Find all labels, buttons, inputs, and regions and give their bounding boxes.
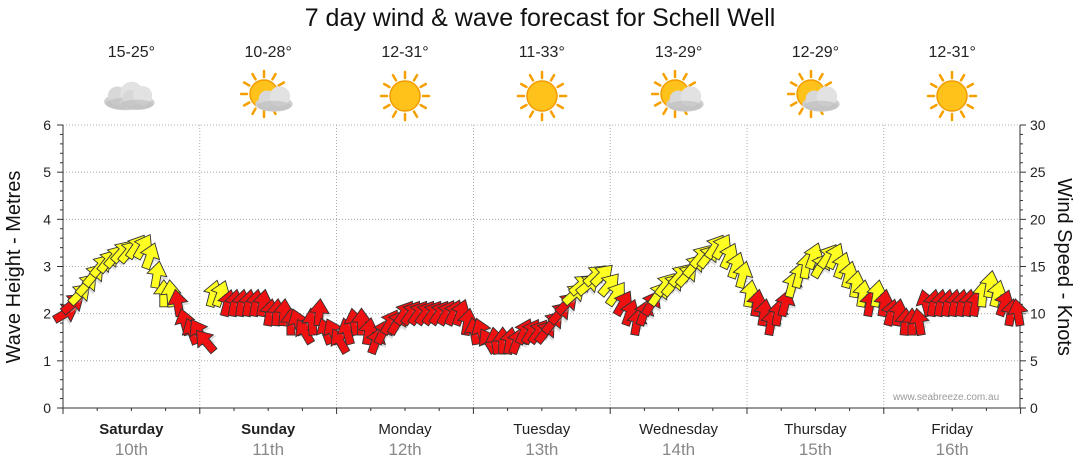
wind-arrow-shape xyxy=(456,307,479,337)
temperature-range: 12-29° xyxy=(791,44,840,61)
sun-cloud-icon xyxy=(765,68,865,124)
wind-arrow-shape xyxy=(993,289,1015,318)
left-tick-label: 3 xyxy=(43,259,51,275)
sun-icon xyxy=(902,68,1002,124)
wind-arrow xyxy=(1007,298,1031,327)
day-name: Friday xyxy=(931,421,974,438)
temperature-range: 11-33° xyxy=(518,44,565,61)
temperature-range: 12-31° xyxy=(381,44,429,61)
left-tick-label: 2 xyxy=(43,306,51,322)
wind-arrow-shape xyxy=(831,251,852,280)
left-tick-label: 4 xyxy=(43,211,51,227)
sun-cloud-icon xyxy=(629,68,729,124)
watermark: www.seabreeze.com.au xyxy=(893,392,1000,403)
right-tick-label: 0 xyxy=(1030,400,1038,416)
day-forecast: 12-31° xyxy=(355,44,455,124)
day-date: 16th xyxy=(935,440,969,459)
wind-arrow-shape xyxy=(725,251,747,280)
wind-arrow-shape xyxy=(196,329,218,355)
day-name: Monday xyxy=(378,421,432,438)
day-label: Sunday 11th xyxy=(200,421,336,460)
cloudy-icon xyxy=(81,68,181,124)
wind-arrow-shape xyxy=(986,279,1008,308)
day-label: Thursday 15th xyxy=(747,421,883,460)
wind-arrow xyxy=(604,281,625,308)
day-forecast: 12-29° xyxy=(765,44,865,124)
grid xyxy=(63,124,1020,408)
sun-icon xyxy=(355,68,455,124)
wind-arrow-shape xyxy=(732,260,754,290)
temperature-range: 15-25° xyxy=(107,44,156,61)
wind-arrow-shape xyxy=(210,279,231,309)
wind-arrow xyxy=(196,329,218,355)
wind-arrow-shape xyxy=(739,279,761,308)
wind-arrow-shape xyxy=(604,281,625,308)
sun-cloud-icon xyxy=(218,68,318,124)
wind-arrow-shape xyxy=(887,298,909,327)
wind-arrow-shape xyxy=(711,233,732,261)
day-date: 14th xyxy=(662,440,696,459)
wind-arrow-shape xyxy=(746,288,768,318)
right-tick-label: 20 xyxy=(1030,211,1046,227)
temperature-range: 12-31° xyxy=(928,44,976,61)
day-name: Thursday xyxy=(784,421,847,438)
chart-title: 7 day wind & wave forecast for Schell We… xyxy=(304,4,776,32)
wind-arrow-shape xyxy=(838,260,860,290)
wind-arrow-shape xyxy=(824,242,845,271)
wind-arrow-shape xyxy=(132,233,153,261)
y-axis-label-right: Wind Speed - Knots xyxy=(1053,178,1075,356)
day-date: 15th xyxy=(798,440,832,459)
day-date: 12th xyxy=(388,440,422,459)
wind-arrow-shape xyxy=(852,279,874,308)
left-tick-label: 5 xyxy=(43,164,51,180)
temperature-range: 10-28° xyxy=(244,44,292,61)
day-label: Tuesday 13th xyxy=(474,421,610,460)
wind-arrow-shape xyxy=(718,242,739,271)
day-forecast: 13-29° xyxy=(629,44,729,124)
wind-arrow-shape xyxy=(1007,298,1029,327)
day-label: Wednesday 14th xyxy=(611,421,747,460)
wind-arrow-shape xyxy=(252,288,274,318)
wind-arrow xyxy=(139,242,161,271)
wind-arrow-shape xyxy=(908,307,930,337)
left-tick-label: 0 xyxy=(43,400,51,416)
right-tick-label: 10 xyxy=(1030,306,1046,322)
wind-arrows xyxy=(51,233,1031,356)
right-tick-label: 5 xyxy=(1030,353,1038,369)
wind-arrow-shape xyxy=(139,242,161,271)
day-forecast: 10-28° xyxy=(218,44,318,124)
day-label: Friday 16th xyxy=(884,421,1020,460)
day-forecast: 12-31° xyxy=(902,44,1002,124)
wind-arrow xyxy=(732,260,754,290)
right-tick-label: 15 xyxy=(1030,259,1046,275)
day-name: Saturday xyxy=(99,421,164,438)
day-date: 13th xyxy=(525,440,559,459)
day-forecast: 11-33° xyxy=(492,44,592,124)
wind-arrow-shape xyxy=(753,298,775,327)
right-tick-label: 25 xyxy=(1030,164,1046,180)
day-name: Sunday xyxy=(241,421,296,438)
day-forecast: 15-25° xyxy=(81,44,181,124)
y-axis-label-left: Wave Height - Metres xyxy=(3,171,25,364)
wind-arrow-shape xyxy=(589,264,613,288)
day-name: Tuesday xyxy=(513,421,571,438)
wind-arrow-shape xyxy=(612,290,633,318)
day-date: 11th xyxy=(252,440,285,459)
day-name: Wednesday xyxy=(639,421,719,438)
wind-arrow xyxy=(132,233,153,261)
wind-arrow-shape xyxy=(844,269,867,299)
left-tick-label: 1 xyxy=(43,353,51,369)
right-tick-label: 30 xyxy=(1030,117,1046,133)
day-label: Monday 12th xyxy=(337,421,473,460)
sun-icon xyxy=(492,68,592,124)
temperature-range: 13-29° xyxy=(654,44,703,61)
wind-arrow xyxy=(908,307,932,337)
day-label: Saturday 10th xyxy=(63,421,199,460)
day-date: 10th xyxy=(114,440,148,459)
wind-arrow-shape xyxy=(597,273,619,298)
wind-arrow-shape xyxy=(866,279,888,308)
wind-arrow-shape xyxy=(450,298,471,327)
left-tick-label: 6 xyxy=(43,117,51,133)
